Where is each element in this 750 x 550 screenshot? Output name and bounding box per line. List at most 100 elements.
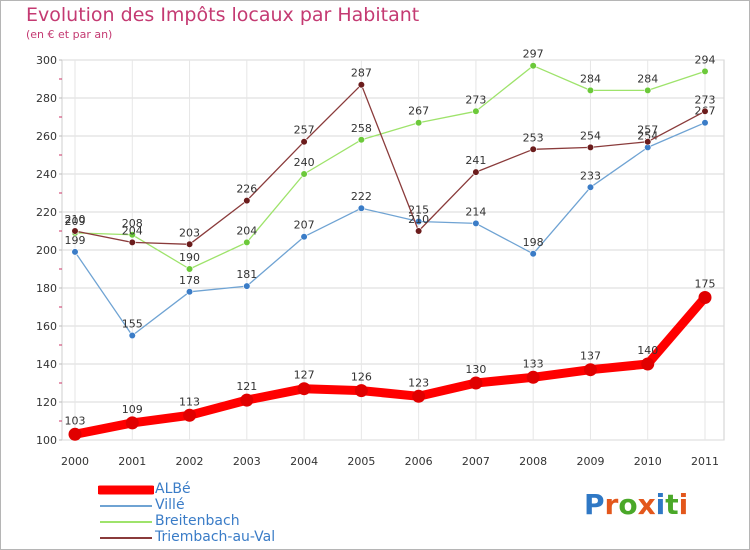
logo-letter: i	[655, 488, 666, 521]
x-tick-label: 2006	[405, 455, 433, 468]
data-point-3	[71, 227, 79, 235]
legend-swatch-triembach	[100, 537, 152, 539]
data-label-0: 130	[465, 363, 486, 376]
data-label-1: 199	[65, 234, 86, 247]
y-tick-label: 300	[36, 54, 57, 67]
data-label-3: 204	[122, 224, 143, 237]
data-label-0: 127	[294, 369, 315, 382]
data-label-2: 273	[465, 93, 486, 106]
data-point-1	[185, 288, 194, 296]
data-point-3	[300, 138, 308, 146]
legend-swatch-breitenbach	[100, 521, 152, 523]
data-point-0	[526, 370, 540, 384]
series-line-2	[74, 65, 706, 270]
data-point-3	[529, 145, 537, 153]
data-label-2: 208	[122, 217, 143, 230]
data-label-0: 126	[351, 371, 372, 384]
data-point-0	[641, 357, 655, 371]
data-label-1: 215	[408, 204, 429, 217]
data-label-0: 121	[236, 380, 257, 393]
data-point-2	[415, 119, 423, 127]
data-point-2	[644, 86, 652, 94]
data-label-1: 214	[465, 205, 486, 218]
data-point-3	[472, 168, 480, 176]
data-label-2: 284	[637, 72, 658, 85]
data-label-3: 273	[695, 93, 716, 106]
data-label-1: 198	[523, 236, 544, 249]
y-tick-label: 260	[36, 130, 57, 143]
y-tick-label: 240	[36, 168, 57, 181]
logo-letter: o	[618, 488, 638, 521]
data-label-0: 103	[65, 414, 86, 427]
y-tick-label: 200	[36, 244, 57, 257]
data-point-2	[357, 136, 365, 144]
data-label-3: 257	[637, 124, 658, 137]
data-point-1	[472, 219, 480, 227]
data-point-2	[128, 231, 136, 239]
data-label-2: 294	[695, 53, 716, 66]
data-point-0	[354, 384, 368, 398]
proxiti-logo: Proxiti	[584, 488, 688, 521]
data-point-2	[243, 238, 251, 246]
y-tick-label: 160	[36, 320, 57, 333]
logo-letter: P	[584, 488, 605, 521]
x-tick-label: 2005	[347, 455, 375, 468]
data-label-2: 209	[65, 215, 86, 228]
data-point-3	[586, 143, 595, 151]
data-label-3: 254	[580, 129, 601, 142]
data-point-0	[297, 382, 311, 396]
y-tick-label: 180	[36, 282, 57, 295]
data-point-0	[240, 393, 254, 407]
data-point-0	[125, 416, 139, 430]
data-point-0	[183, 408, 197, 422]
x-tick-label: 2009	[576, 455, 604, 468]
data-label-3: 210	[65, 213, 86, 226]
chart-subtitle: (en € et par an)	[26, 28, 113, 41]
data-label-0: 113	[179, 395, 200, 408]
data-point-3	[185, 240, 194, 248]
data-label-3: 203	[179, 226, 200, 239]
data-label-2: 190	[179, 251, 200, 264]
data-label-0: 133	[523, 357, 544, 370]
data-point-3	[357, 81, 365, 89]
data-label-0: 123	[408, 376, 429, 389]
data-point-0	[698, 291, 712, 304]
data-point-1	[529, 250, 537, 258]
y-tick-label: 280	[36, 92, 57, 105]
data-point-2	[701, 67, 709, 75]
data-point-3	[644, 138, 652, 146]
series-line-1	[74, 122, 706, 337]
data-point-1	[71, 248, 79, 256]
data-point-1	[300, 233, 308, 241]
series-line-3	[74, 84, 706, 245]
series-line-0	[70, 293, 710, 439]
data-label-1: 207	[294, 219, 315, 232]
data-label-3: 241	[465, 154, 486, 167]
data-label-3: 253	[523, 131, 544, 144]
data-point-0	[469, 376, 483, 390]
y-tick-label: 220	[36, 206, 57, 219]
x-tick-label: 2002	[176, 455, 204, 468]
y-tick-label: 120	[36, 396, 57, 409]
data-label-3: 210	[408, 213, 429, 226]
data-label-1: 155	[122, 318, 143, 331]
y-tick-label: 140	[36, 358, 57, 371]
data-point-0	[68, 427, 82, 441]
data-label-1: 233	[580, 169, 601, 182]
data-point-3	[243, 197, 251, 205]
data-label-0: 109	[122, 403, 143, 416]
data-point-0	[412, 389, 426, 403]
data-label-2: 267	[408, 105, 429, 118]
x-tick-label: 2007	[462, 455, 490, 468]
x-tick-label: 2001	[118, 455, 146, 468]
legend-label-breitenbach: Breitenbach	[155, 513, 240, 529]
data-point-1	[357, 204, 365, 212]
x-tick-label: 2003	[233, 455, 261, 468]
data-point-3	[128, 238, 136, 246]
data-point-2	[300, 170, 308, 178]
legend-label-triembach: Triembach-au-Val	[155, 529, 276, 545]
logo-letter: x	[637, 488, 656, 521]
data-label-2: 297	[523, 48, 544, 61]
